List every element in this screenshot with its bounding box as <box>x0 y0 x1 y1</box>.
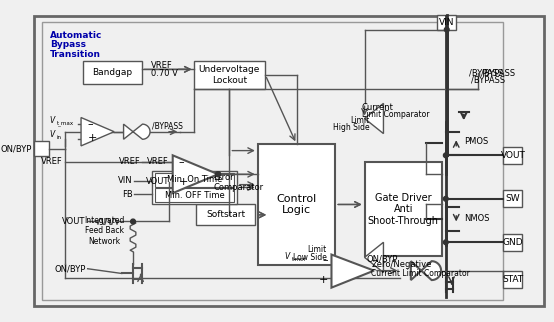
Text: –: – <box>322 255 328 265</box>
Circle shape <box>444 27 449 32</box>
Text: V: V <box>50 130 55 139</box>
Bar <box>437 14 456 30</box>
Text: VIN: VIN <box>119 176 133 185</box>
Text: /BYPASS: /BYPASS <box>471 75 505 84</box>
Circle shape <box>443 240 448 245</box>
Polygon shape <box>331 255 374 288</box>
Circle shape <box>216 172 220 176</box>
Text: Limit Comparator: Limit Comparator <box>362 110 429 119</box>
Text: +: + <box>319 275 328 285</box>
Text: Bandgap: Bandgap <box>92 68 132 77</box>
Text: /BYPASS: /BYPASS <box>152 121 183 130</box>
Text: /BYPASS: /BYPASS <box>481 69 515 78</box>
Circle shape <box>216 172 220 176</box>
Text: VREF: VREF <box>42 157 63 166</box>
Text: Gate Driver
Anti
Shoot-Through: Gate Driver Anti Shoot-Through <box>368 193 439 226</box>
Polygon shape <box>365 103 383 134</box>
Text: NMOS: NMOS <box>464 214 489 223</box>
Bar <box>504 234 522 251</box>
Text: +: + <box>88 133 97 143</box>
Bar <box>504 270 522 288</box>
Text: timer: timer <box>292 257 306 262</box>
Polygon shape <box>173 155 218 193</box>
Text: High Side: High Side <box>332 123 370 132</box>
Text: PMOS: PMOS <box>464 137 488 146</box>
Text: Error
Comparator: Error Comparator <box>213 173 264 193</box>
Bar <box>258 144 335 265</box>
Circle shape <box>443 153 448 158</box>
Text: Integrated
Feed Back
Network: Integrated Feed Back Network <box>84 216 125 246</box>
Text: Low Side: Low Side <box>293 253 327 262</box>
Text: Automatic: Automatic <box>50 31 102 40</box>
Text: –: – <box>178 157 184 167</box>
Text: –: – <box>88 119 93 129</box>
Bar <box>155 173 234 186</box>
Polygon shape <box>411 261 441 280</box>
Bar <box>83 61 141 83</box>
Text: VOUT: VOUT <box>63 217 86 226</box>
Text: Transition: Transition <box>50 50 101 59</box>
Text: Control
Logic: Control Logic <box>276 194 317 215</box>
Text: VOUT: VOUT <box>500 151 525 160</box>
Bar <box>194 61 265 89</box>
Text: GND: GND <box>502 238 523 247</box>
Text: /BYPASS: /BYPASS <box>469 69 504 78</box>
Bar <box>504 147 522 164</box>
Polygon shape <box>124 124 150 139</box>
Text: ON/BYP: ON/BYP <box>54 264 86 273</box>
Circle shape <box>443 196 448 201</box>
Text: t_max: t_max <box>57 120 74 126</box>
Text: Current: Current <box>362 103 393 112</box>
Polygon shape <box>365 242 383 272</box>
Text: SW: SW <box>506 194 520 203</box>
Text: +: + <box>178 177 188 187</box>
Text: VIN: VIN <box>439 18 454 27</box>
Bar <box>42 22 502 300</box>
Text: VREF: VREF <box>147 157 169 166</box>
Text: Bypass: Bypass <box>50 40 86 49</box>
Bar <box>196 204 255 225</box>
Polygon shape <box>81 118 114 146</box>
Text: Undervoltage
Lockout: Undervoltage Lockout <box>199 65 260 85</box>
Text: VREF: VREF <box>119 157 141 166</box>
Text: ON/BYP: ON/BYP <box>1 144 32 153</box>
Text: VOUT: VOUT <box>146 177 169 186</box>
Text: 0.70 V: 0.70 V <box>151 69 178 78</box>
Text: Zero/Negative: Zero/Negative <box>371 260 432 269</box>
Circle shape <box>131 219 135 224</box>
Text: V: V <box>50 116 55 125</box>
Text: Limit: Limit <box>307 245 327 254</box>
Text: Min. On Time: Min. On Time <box>167 175 222 185</box>
Bar <box>155 188 234 202</box>
Text: Softstart: Softstart <box>206 210 245 219</box>
Text: FB: FB <box>122 190 133 199</box>
Bar <box>152 171 237 204</box>
Text: in: in <box>57 135 61 140</box>
Text: VREF: VREF <box>151 61 173 70</box>
Bar <box>504 190 522 207</box>
Text: ON/BYP: ON/BYP <box>366 255 398 264</box>
Bar <box>34 141 49 156</box>
Text: Min. OFF Time: Min. OFF Time <box>165 191 224 200</box>
Text: STAT: STAT <box>502 275 524 284</box>
Bar <box>365 162 442 256</box>
Text: V: V <box>284 252 290 261</box>
Text: Current Limit Comparator: Current Limit Comparator <box>371 269 470 278</box>
Text: Limit: Limit <box>350 116 370 125</box>
